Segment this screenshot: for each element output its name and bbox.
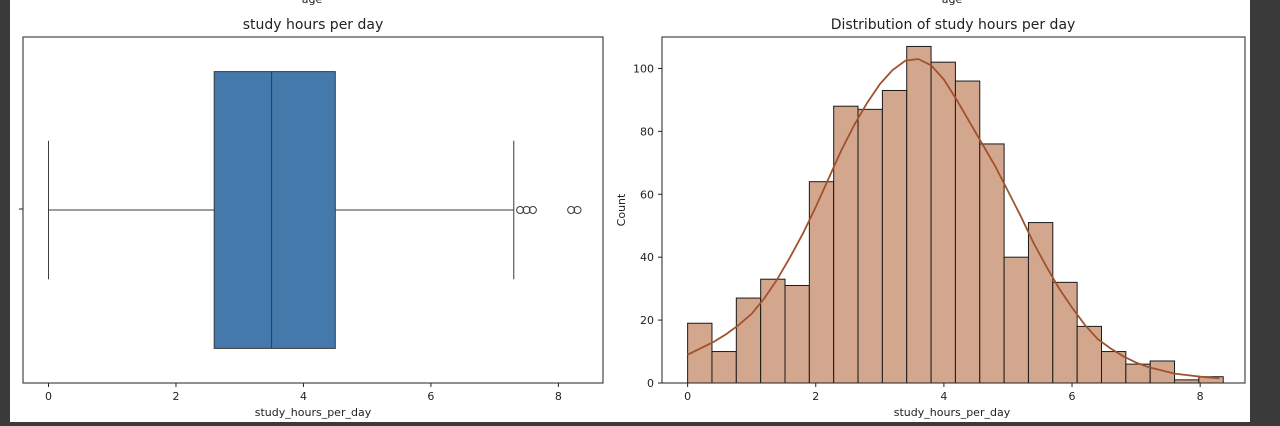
histogram-x-ticks: 0 2 4 6 8 xyxy=(684,383,1204,403)
clipped-xlabel-right: age xyxy=(942,0,963,6)
boxplot-x-ticks: 0 2 4 6 8 xyxy=(45,383,562,403)
boxplot-frame xyxy=(22,36,604,384)
histogram-bar xyxy=(784,284,810,384)
histogram-y-ticks: 0 20 40 60 80 100 xyxy=(633,62,662,390)
histogram-bar xyxy=(930,61,956,384)
histogram-bar xyxy=(1027,222,1054,384)
y-tick-label: 60 xyxy=(640,188,654,201)
x-tick-label: 4 xyxy=(940,390,947,403)
x-tick-label: 6 xyxy=(427,390,434,403)
x-tick-label: 8 xyxy=(1197,390,1204,403)
histogram-bar xyxy=(906,45,932,384)
clipped-xlabel-left: age xyxy=(302,0,323,6)
x-tick-label: 8 xyxy=(555,390,562,403)
boxplot-marks xyxy=(47,71,582,349)
histogram-y-axis-label: Count xyxy=(615,193,628,226)
histogram-bar xyxy=(881,89,908,384)
figure-svg: age age study hours per day 0 2 4 6 8 study_… xyxy=(19,0,1246,419)
y-tick-label: 40 xyxy=(640,251,654,264)
x-tick-label: 0 xyxy=(45,390,52,403)
outlier-point xyxy=(516,206,525,214)
x-tick-label: 2 xyxy=(812,390,819,403)
x-tick-label: 2 xyxy=(172,390,179,403)
outlier-point xyxy=(522,206,531,214)
figure-canvas: age age study hours per day 0 2 4 6 8 study_… xyxy=(10,0,1250,422)
x-tick-label: 6 xyxy=(1069,390,1076,403)
histogram-kde-line xyxy=(687,58,1220,380)
outlier-point xyxy=(528,206,537,214)
histogram-bar xyxy=(833,105,859,384)
histogram-bar xyxy=(711,351,737,384)
x-tick-label: 4 xyxy=(300,390,307,403)
histogram-bar xyxy=(954,80,981,384)
histogram-title: Distribution of study hours per day xyxy=(831,17,1076,33)
boxplot-panel: study hours per day 0 2 4 6 8 study_hours_pe… xyxy=(19,17,604,419)
y-tick-label: 80 xyxy=(640,125,654,138)
x-tick-label: 0 xyxy=(684,390,691,403)
outlier-point xyxy=(567,206,576,214)
histogram-panel: Distribution of study hours per day 0 2 4 6… xyxy=(615,17,1246,419)
histogram-bar xyxy=(1076,325,1102,384)
histogram-x-axis-label: study_hours_per_day xyxy=(894,406,1011,419)
y-tick-label: 0 xyxy=(647,377,654,390)
outlier-point xyxy=(573,206,582,214)
histogram-bar xyxy=(1003,256,1029,384)
histogram-bar xyxy=(979,143,1005,384)
histogram-bar xyxy=(760,278,786,384)
histogram-frame xyxy=(661,36,1246,384)
boxplot-title: study hours per day xyxy=(243,17,384,33)
histogram-bar xyxy=(735,297,762,384)
iqr-box xyxy=(213,71,336,349)
y-tick-label: 100 xyxy=(633,62,654,75)
y-tick-label: 20 xyxy=(640,314,654,327)
histogram-bar xyxy=(857,108,883,384)
histogram-bars xyxy=(687,45,1224,384)
boxplot-x-axis-label: study_hours_per_day xyxy=(255,406,372,419)
